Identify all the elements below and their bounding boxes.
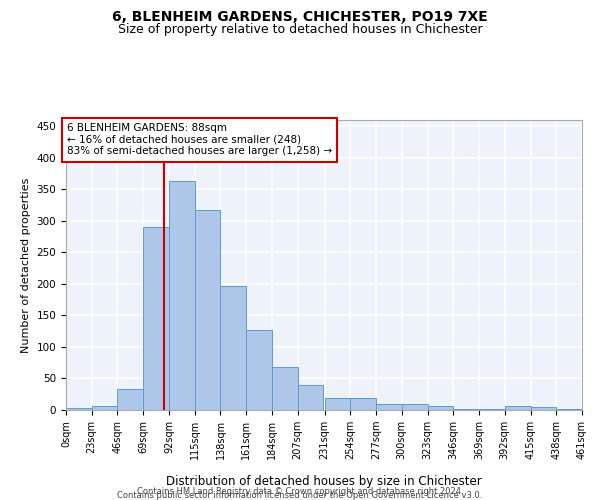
Bar: [325, 398, 350, 410]
Bar: [118, 389, 143, 410]
Bar: [92, 406, 118, 410]
Bar: [143, 227, 169, 410]
Bar: [195, 210, 220, 410]
Bar: [350, 398, 376, 410]
Bar: [66, 408, 92, 410]
Text: Contains HM Land Registry data © Crown copyright and database right 2024.: Contains HM Land Registry data © Crown c…: [137, 487, 463, 496]
Y-axis label: Number of detached properties: Number of detached properties: [21, 178, 31, 352]
Text: Contains public sector information licensed under the Open Government Licence v3: Contains public sector information licen…: [118, 491, 482, 500]
Text: 6 BLENHEIM GARDENS: 88sqm
← 16% of detached houses are smaller (248)
83% of semi: 6 BLENHEIM GARDENS: 88sqm ← 16% of detac…: [67, 123, 332, 156]
Bar: [298, 385, 323, 410]
Bar: [169, 181, 195, 410]
Bar: [505, 406, 530, 410]
Bar: [453, 408, 479, 410]
Bar: [530, 408, 556, 410]
Bar: [402, 404, 428, 410]
Text: Size of property relative to detached houses in Chichester: Size of property relative to detached ho…: [118, 22, 482, 36]
Bar: [272, 366, 298, 410]
Text: Distribution of detached houses by size in Chichester: Distribution of detached houses by size …: [166, 474, 482, 488]
Bar: [246, 330, 272, 410]
Text: 6, BLENHEIM GARDENS, CHICHESTER, PO19 7XE: 6, BLENHEIM GARDENS, CHICHESTER, PO19 7X…: [112, 10, 488, 24]
Bar: [220, 286, 246, 410]
Bar: [428, 406, 453, 410]
Bar: [376, 404, 402, 410]
Bar: [479, 408, 505, 410]
